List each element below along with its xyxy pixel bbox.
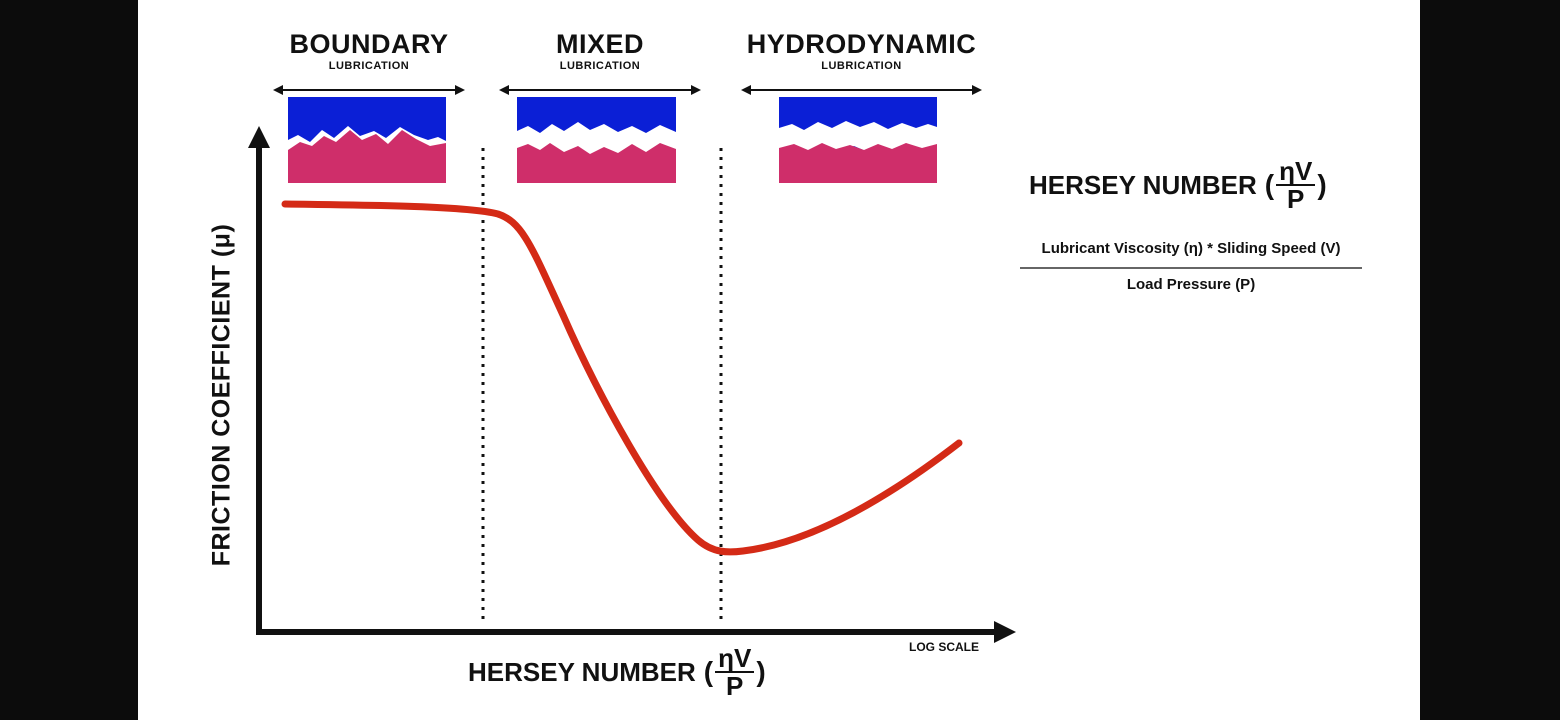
regime-title-boundary: BOUNDARY LUBRICATION — [275, 29, 463, 72]
regime-name: BOUNDARY — [289, 29, 449, 59]
hersey-fraction: ηV P — [715, 645, 755, 701]
open-paren: ( — [1264, 169, 1275, 200]
regime-name: MIXED — [555, 29, 644, 59]
regime-name: HYDRODYNAMIC — [746, 29, 977, 59]
hydrodynamic-surfaces-illustration — [779, 97, 937, 183]
regime-title-hydrodynamic: HYDRODYNAMIC LUBRICATION — [743, 29, 980, 72]
x-axis-arrowhead — [994, 621, 1016, 643]
fraction-denominator: P — [1287, 184, 1305, 214]
right-letterbox — [1420, 0, 1560, 720]
definition-numerator: Lubricant Viscosity (η) * Sliding Speed … — [1041, 240, 1341, 257]
hersey-definition-title: HERSEY NUMBER ( ηV P ) — [1029, 158, 1327, 212]
definition-denominator: Load Pressure (P) — [1126, 276, 1256, 293]
regime-subtitle: LUBRICATION — [559, 60, 641, 72]
close-paren: ) — [756, 656, 766, 687]
definition-fraction-bar — [1020, 267, 1362, 269]
stribeck-slide: BOUNDARY LUBRICATION MIXED LUBRICATION H… — [138, 0, 1420, 720]
log-scale-note: LOG SCALE — [909, 640, 980, 654]
left-letterbox — [0, 0, 138, 720]
hersey-label-text: HERSEY NUMBER — [468, 656, 696, 687]
boundary-surfaces-illustration — [288, 97, 446, 183]
x-axis-hersey-label: HERSEY NUMBER ( ηV P ) — [468, 645, 766, 699]
close-paren: ) — [1317, 169, 1327, 200]
stribeck-diagram — [248, 85, 1016, 643]
regime-subtitle: LUBRICATION — [821, 60, 902, 72]
regime-title-mixed: MIXED LUBRICATION — [501, 29, 699, 72]
fraction-numerator: ηV — [715, 645, 755, 673]
regime-subtitle: LUBRICATION — [328, 60, 410, 72]
hersey-fraction: ηV P — [1276, 158, 1316, 214]
mixed-surfaces-illustration — [517, 97, 676, 183]
open-paren: ( — [703, 656, 714, 687]
y-axis-label: FRICTION COEFFICIENT (μ) — [207, 223, 236, 567]
stribeck-curve — [281, 200, 963, 556]
hersey-label-text: HERSEY NUMBER — [1029, 169, 1257, 200]
y-axis-arrowhead — [248, 126, 270, 148]
fraction-numerator: ηV — [1276, 158, 1316, 186]
fraction-denominator: P — [726, 671, 744, 701]
